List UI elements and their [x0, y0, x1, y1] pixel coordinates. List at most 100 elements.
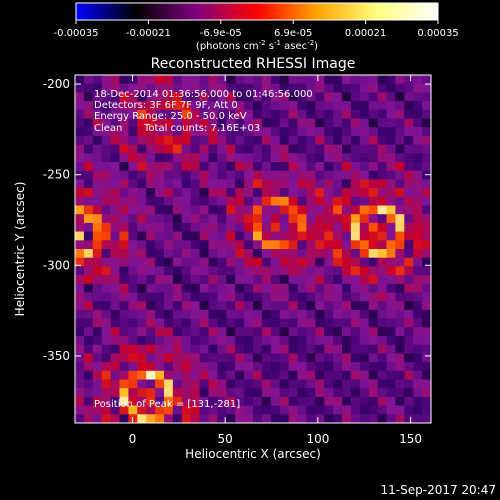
heatmap-cell: [368, 101, 378, 111]
heatmap-cell: [164, 179, 174, 189]
heatmap-cell: [92, 405, 103, 415]
heatmap-cell: [83, 379, 94, 389]
heatmap-cell: [226, 222, 236, 232]
heatmap-cell: [333, 83, 343, 93]
heatmap-cell: [119, 240, 129, 250]
heatmap-cell: [279, 170, 289, 180]
heatmap-cell: [110, 301, 120, 311]
heatmap-cell: [208, 188, 218, 198]
heatmap-cell: [92, 127, 103, 137]
heatmap-cell: [377, 188, 387, 198]
heatmap-cell: [368, 170, 378, 180]
heatmap-cell: [333, 179, 343, 189]
heatmap-cell: [110, 344, 120, 354]
heatmap-cell: [377, 153, 387, 163]
heatmap-cell: [226, 92, 236, 102]
heatmap-cell: [119, 83, 129, 93]
heatmap-cell: [164, 170, 174, 180]
heatmap-cell: [226, 257, 236, 267]
heatmap-cell: [253, 222, 263, 232]
heatmap-cell: [324, 362, 334, 372]
heatmap-cell: [172, 188, 183, 198]
heatmap-cell: [306, 336, 316, 346]
heatmap-cell: [324, 135, 334, 145]
heatmap-cell: [315, 222, 325, 232]
heatmap-cell: [261, 249, 272, 259]
heatmap-cell: [377, 327, 387, 337]
heatmap-cell: [92, 83, 103, 93]
heatmap-cell: [350, 162, 361, 172]
heatmap-cell: [244, 214, 254, 224]
heatmap-cell: [83, 362, 94, 372]
heatmap-cell: [279, 214, 289, 224]
heatmap-cell: [279, 135, 289, 145]
heatmap-cell: [128, 344, 138, 354]
heatmap-cell: [92, 179, 103, 189]
heatmap-cell: [199, 92, 209, 102]
heatmap-cell: [395, 396, 405, 406]
heatmap-cell: [297, 101, 307, 111]
heatmap-cell: [208, 292, 218, 302]
heatmap-cell: [137, 240, 147, 250]
heatmap-cell: [128, 214, 138, 224]
heatmap-cell: [359, 240, 370, 250]
heatmap-cell: [208, 135, 218, 145]
heatmap-cell: [279, 353, 289, 363]
heatmap-cell: [164, 249, 174, 259]
heatmap-cell: [172, 353, 183, 363]
heatmap-cell: [422, 170, 431, 180]
heatmap-cell: [359, 301, 370, 311]
heatmap-cell: [110, 83, 120, 93]
heatmap-cell: [146, 135, 156, 145]
heatmap-cell: [190, 109, 200, 119]
heatmap-cell: [172, 118, 183, 128]
heatmap-cell: [342, 118, 352, 128]
heatmap-cell: [368, 179, 378, 189]
heatmap-cell: [181, 301, 192, 311]
heatmap-cell: [368, 153, 378, 163]
heatmap-cell: [297, 170, 307, 180]
heatmap-cell: [297, 318, 307, 328]
heatmap-cell: [75, 370, 85, 380]
heatmap-cell: [342, 309, 352, 319]
heatmap-cell: [190, 301, 200, 311]
heatmap-cell: [422, 327, 431, 337]
heatmap-cell: [244, 188, 254, 198]
heatmap-cell: [181, 205, 192, 215]
heatmap-cell: [315, 162, 325, 172]
heatmap-cell: [253, 170, 263, 180]
heatmap-cell: [297, 144, 307, 154]
y-tick-label: -350: [43, 349, 70, 363]
heatmap-cell: [110, 179, 120, 189]
heatmap-cell: [422, 336, 431, 346]
heatmap-cell: [404, 379, 414, 389]
heatmap-cell: [128, 379, 138, 389]
heatmap-cell: [226, 170, 236, 180]
heatmap-cell: [288, 318, 298, 328]
heatmap-cell: [110, 336, 120, 346]
heatmap-cell: [350, 275, 361, 285]
heatmap-cell: [155, 109, 165, 119]
heatmap-cell: [92, 75, 103, 85]
heatmap-cell: [226, 249, 236, 259]
heatmap-cell: [92, 162, 103, 172]
heatmap-cell: [199, 188, 209, 198]
heatmap-cell: [110, 222, 120, 232]
heatmap-cell: [422, 379, 431, 389]
heatmap-cell: [164, 109, 174, 119]
heatmap-cell: [110, 153, 120, 163]
heatmap-cell: [119, 144, 129, 154]
heatmap-cell: [253, 109, 263, 119]
heatmap-cell: [306, 309, 316, 319]
heatmap-cell: [137, 127, 147, 137]
heatmap-cell: [324, 309, 334, 319]
heatmap-cell: [279, 240, 289, 250]
heatmap-cell: [395, 257, 405, 267]
heatmap-cell: [92, 301, 103, 311]
heatmap-cell: [368, 92, 378, 102]
heatmap-cell: [386, 388, 396, 398]
heatmap-cell: [244, 344, 254, 354]
heatmap-cell: [324, 75, 334, 85]
heatmap-cell: [164, 344, 174, 354]
heatmap-cell: [235, 214, 245, 224]
